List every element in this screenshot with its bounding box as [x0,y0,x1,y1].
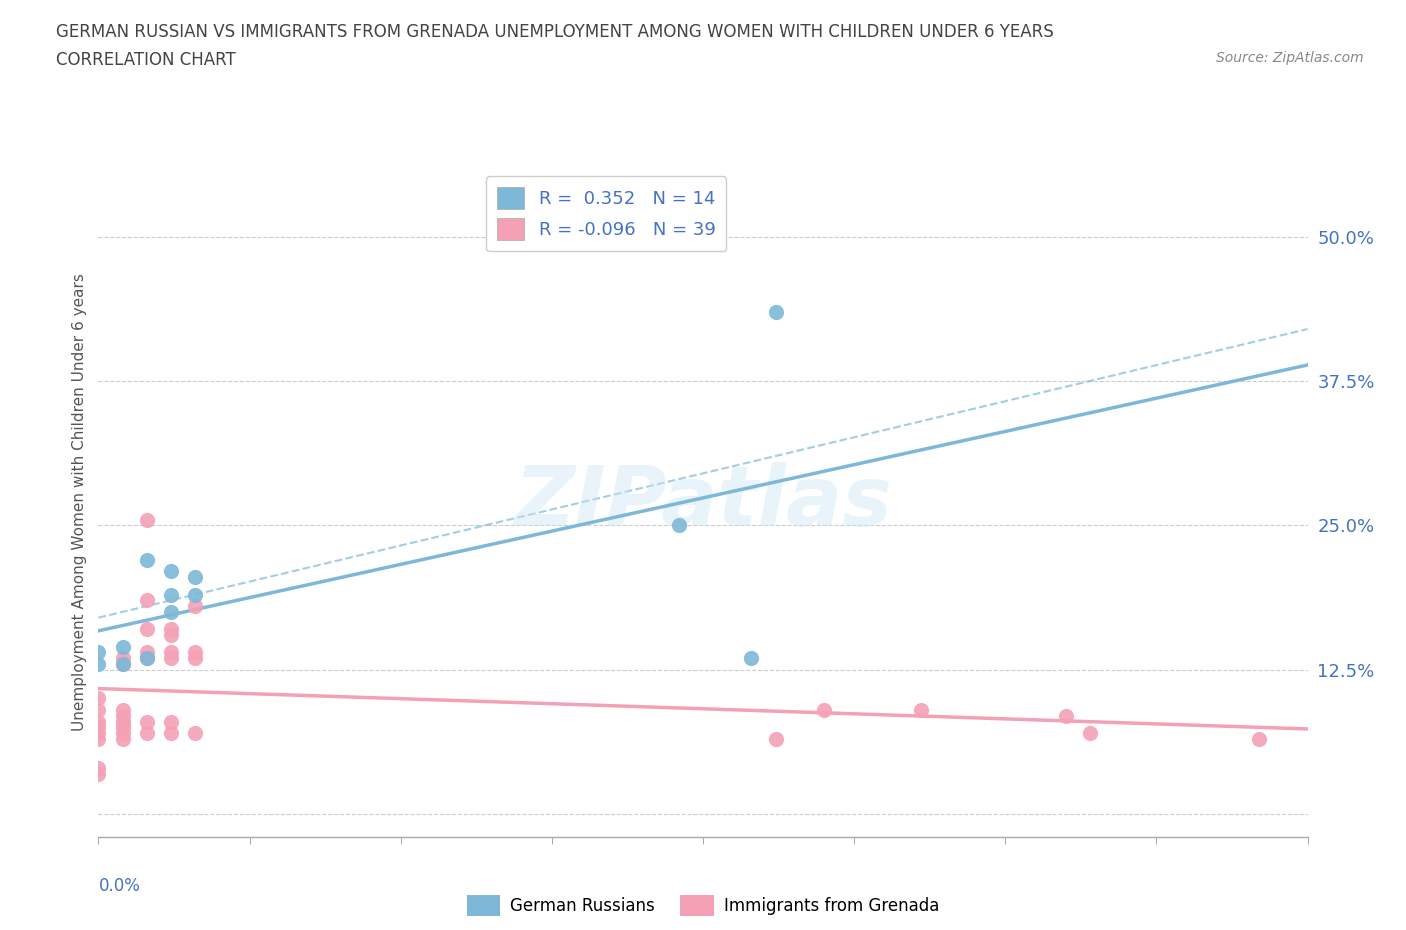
Point [184,651,207,666]
Point [87,644,110,659]
Point [135,644,157,659]
Text: GERMAN RUSSIAN VS IMMIGRANTS FROM GRENADA UNEMPLOYMENT AMONG WOMEN WITH CHILDREN: GERMAN RUSSIAN VS IMMIGRANTS FROM GRENAD… [56,23,1054,41]
Point [160,725,183,740]
Point [135,593,157,608]
Point [135,622,157,637]
Point [111,731,134,746]
Point [1054,709,1077,724]
Point [184,587,207,602]
Point [765,731,787,746]
Point [160,714,183,729]
Point [160,644,183,659]
Point [765,304,787,319]
Point [160,651,183,666]
Text: ZIPatlas: ZIPatlas [515,461,891,543]
Point [111,709,134,724]
Point [87,720,110,735]
Point [1078,725,1101,740]
Point [87,731,110,746]
Point [160,622,183,637]
Point [111,714,134,729]
Point [135,651,157,666]
Point [135,725,157,740]
Point [111,702,134,717]
Point [87,657,110,671]
Point [87,714,110,729]
Point [87,766,110,781]
Text: CORRELATION CHART: CORRELATION CHART [56,51,236,69]
Point [184,644,207,659]
Point [87,725,110,740]
Point [111,725,134,740]
Point [668,518,690,533]
Point [111,657,134,671]
Text: 0.0%: 0.0% [98,877,141,896]
Point [740,651,762,666]
Legend: German Russians, Immigrants from Grenada: German Russians, Immigrants from Grenada [460,889,946,923]
Point [111,657,134,671]
Point [135,552,157,567]
Point [813,702,835,717]
Point [160,587,183,602]
Point [111,639,134,654]
Point [111,651,134,666]
Point [160,564,183,578]
Point [135,651,157,666]
Point [87,691,110,706]
Point [910,702,932,717]
Point [184,570,207,585]
Point [1249,731,1271,746]
Point [184,725,207,740]
Point [184,599,207,614]
Point [111,720,134,735]
Text: Source: ZipAtlas.com: Source: ZipAtlas.com [1216,51,1364,65]
Point [160,604,183,619]
Y-axis label: Unemployment Among Women with Children Under 6 years: Unemployment Among Women with Children U… [72,273,87,731]
Point [87,761,110,776]
Point [135,512,157,527]
Point [87,702,110,717]
Point [135,714,157,729]
Point [160,628,183,643]
